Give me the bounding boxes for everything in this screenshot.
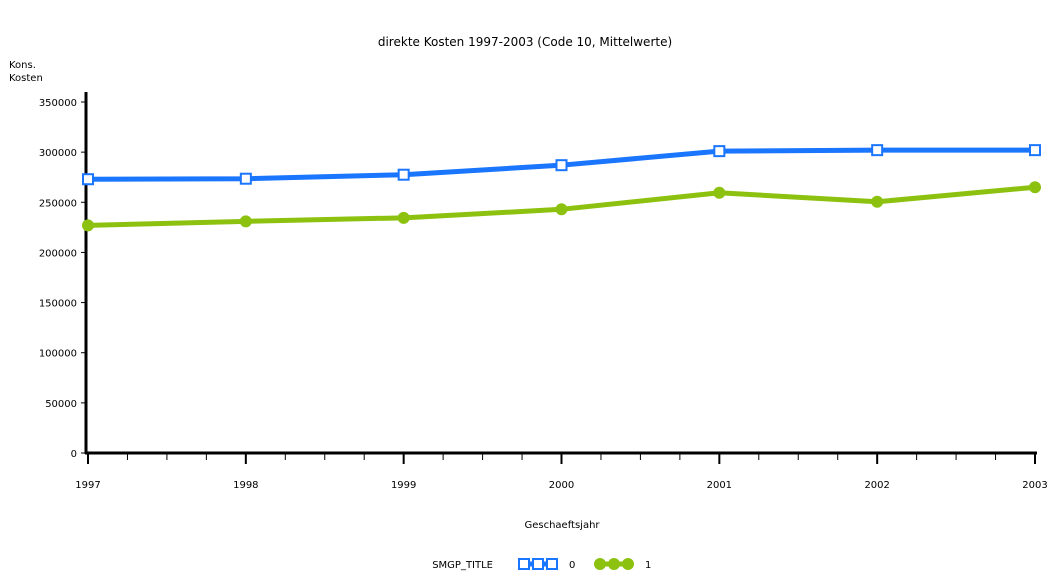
x-tick-label: 2001 [707,480,732,491]
data-point [871,195,884,208]
x-axis-label: Geschaeftsjahr [524,520,600,531]
y-tick-label: 250000 [39,198,77,209]
data-point [555,159,568,172]
data-point [397,211,410,224]
legend-marker [594,558,606,570]
legend-marker [608,558,620,570]
x-tick-label: 2000 [549,480,574,491]
data-point [713,145,726,158]
legend-label: 1 [645,560,651,571]
data-point [239,172,252,185]
legend-marker [532,558,544,570]
y-tick-label: 100000 [39,349,77,360]
data-point [713,186,726,199]
x-tick-label: 2003 [1022,480,1047,491]
x-tick-label: 1997 [75,480,100,491]
data-point [239,215,252,228]
legend-item-0: 0 [518,558,575,571]
y-tick-label: 350000 [39,98,77,109]
legend-label: 0 [569,560,575,571]
data-point [1029,181,1041,194]
y-axis-label-line-1: Kons. [9,60,36,71]
x-tick-label: 1999 [391,480,416,491]
data-point [871,144,884,157]
y-tick-label: 50000 [45,399,77,410]
y-tick-label: 0 [71,449,77,460]
axes-layer: 0 50000 100000 150000 200000 250000 300000 3500… [39,92,1048,491]
chart-title: direkte Kosten 1997-2003 (Code 10, Mitte… [378,35,672,49]
series-layer [82,144,1041,232]
legend-item-1: 1 [594,558,651,571]
legend-marker [518,558,530,570]
y-tick-label: 300000 [39,148,77,159]
data-point [1029,144,1041,157]
y-tick-label: 150000 [39,299,77,310]
y-axis-label-line-2: Kosten [9,73,43,84]
legend-title: SMGP_TITLE [432,560,493,571]
data-point [555,203,568,216]
x-tick-label: 1998 [233,480,258,491]
legend-marker [622,558,634,570]
data-point [82,219,94,232]
legend-marker [546,558,558,570]
x-tick-label: 2002 [864,480,889,491]
y-tick-label: 200000 [39,248,77,259]
data-point [82,173,94,186]
data-point [397,168,410,181]
